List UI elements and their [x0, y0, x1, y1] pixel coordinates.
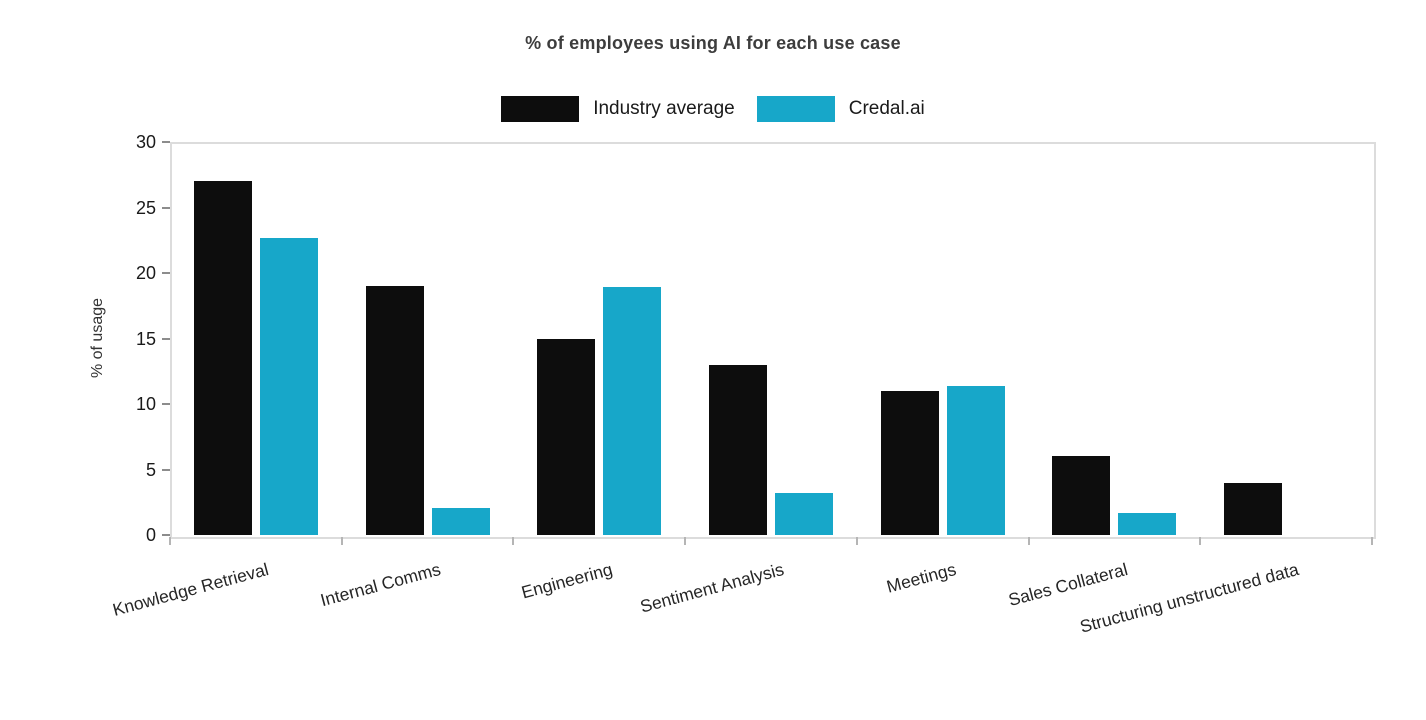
legend: Industry average Credal.ai	[0, 96, 1426, 122]
x-tick-mark	[1027, 537, 1030, 545]
bar-credal-ai	[259, 237, 318, 535]
bar-credal-ai	[1118, 512, 1177, 535]
x-tick-mark	[1371, 537, 1373, 545]
y-tick-label: 10	[135, 394, 156, 414]
y-tick-label: 25	[135, 197, 156, 218]
chart-title: % of employees using AI for each use cas…	[525, 33, 901, 53]
plot-area	[170, 142, 1372, 535]
bar-industry-average	[1052, 456, 1111, 535]
y-tick-label: 30	[135, 132, 156, 152]
y-tick-mark	[162, 534, 170, 536]
x-tick-label: Internal Comms	[318, 559, 443, 611]
legend-item-credal: Credal.ai	[756, 96, 925, 122]
x-tick-mark	[512, 537, 515, 545]
y-tick-mark	[162, 141, 170, 143]
x-tick-mark	[169, 537, 171, 545]
y-tick-label: 15	[135, 328, 156, 349]
x-tick-label: Sales Collateral	[1006, 559, 1130, 611]
legend-label-industry-average: Industry average	[593, 98, 735, 119]
bar-industry-average	[193, 181, 252, 535]
y-tick-mark	[162, 403, 170, 405]
x-tick-mark	[855, 537, 858, 545]
y-tick-label: 0	[145, 525, 156, 545]
x-tick-mark	[684, 537, 687, 545]
x-tick-mark	[1199, 537, 1202, 545]
y-tick-label: 20	[135, 263, 156, 283]
bar-industry-average	[1224, 482, 1283, 535]
y-tick-mark	[162, 337, 170, 340]
bar-industry-average	[537, 338, 596, 535]
y-tick-mark	[162, 272, 170, 274]
y-tick-label: 5	[145, 459, 156, 480]
bar-credal-ai	[431, 507, 490, 535]
plot-frame	[170, 142, 1376, 539]
x-tick-mark	[340, 537, 343, 545]
legend-item-industry-average: Industry average	[501, 96, 735, 122]
legend-swatch-industry-average	[501, 96, 580, 122]
bar-industry-average	[709, 364, 767, 535]
bar-credal-ai	[603, 287, 662, 535]
bar-industry-average	[365, 286, 424, 535]
x-tick-label: Meetings	[884, 559, 958, 597]
y-tick-mark	[162, 468, 170, 471]
y-tick-mark	[162, 206, 170, 209]
x-tick-label: Sentiment Analysis	[638, 559, 787, 617]
bar-credal-ai	[775, 493, 833, 535]
x-tick-label: Engineering	[519, 559, 615, 603]
legend-swatch-credal	[756, 96, 835, 122]
bar-industry-average	[880, 390, 939, 535]
x-tick-label: Knowledge Retrieval	[110, 559, 272, 620]
legend-label-credal: Credal.ai	[848, 98, 925, 119]
bar-credal-ai	[946, 385, 1005, 535]
